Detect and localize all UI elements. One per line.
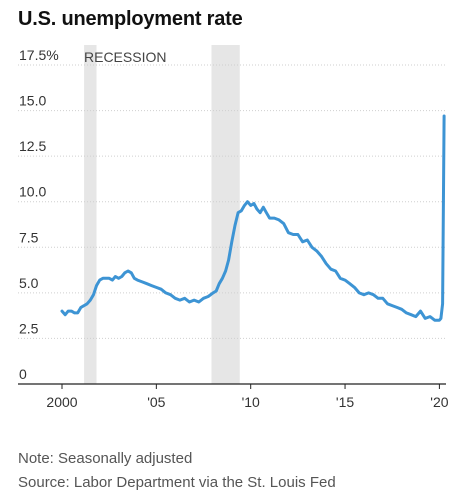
footnote-source: Source: Labor Department via the St. Lou… [18, 474, 336, 491]
y-tick-label: 15.0 [19, 93, 46, 109]
x-tick-label: '05 [147, 394, 165, 410]
x-tick-label: '15 [336, 394, 354, 410]
y-tick-label: 5.0 [19, 275, 39, 291]
chart-title: U.S. unemployment rate [18, 8, 243, 30]
series-layer [60, 114, 446, 322]
y-axis-labels: 0 2.5 5.0 7.5 10.0 12.5 15.0 17.5% [19, 47, 59, 382]
y-tick-label: 17.5% [19, 47, 59, 63]
unemployment-line-chart: 0 2.5 5.0 7.5 10.0 12.5 15.0 17.5% 2000 '05 '10 '1… [18, 45, 449, 410]
y-tick-label: 2.5 [19, 320, 39, 336]
x-axis: 2000 '05 '10 '15 '20 [18, 383, 449, 410]
y-tick-label: 0 [19, 366, 27, 382]
y-tick-label: 12.5 [19, 138, 46, 154]
footnote-note: Note: Seasonally adjusted [18, 450, 193, 467]
recession-bands [84, 45, 240, 384]
x-tick-label: '10 [242, 394, 260, 410]
recession-band-2 [211, 45, 240, 384]
y-tick-label: 10.0 [19, 184, 46, 200]
x-tick-label: 2000 [46, 394, 77, 410]
recession-label: RECESSION [84, 49, 166, 65]
y-tick-label: 7.5 [19, 229, 39, 245]
recession-band-1 [84, 45, 97, 384]
series-line-1 [60, 114, 446, 322]
x-tick-label: '20 [430, 394, 448, 410]
